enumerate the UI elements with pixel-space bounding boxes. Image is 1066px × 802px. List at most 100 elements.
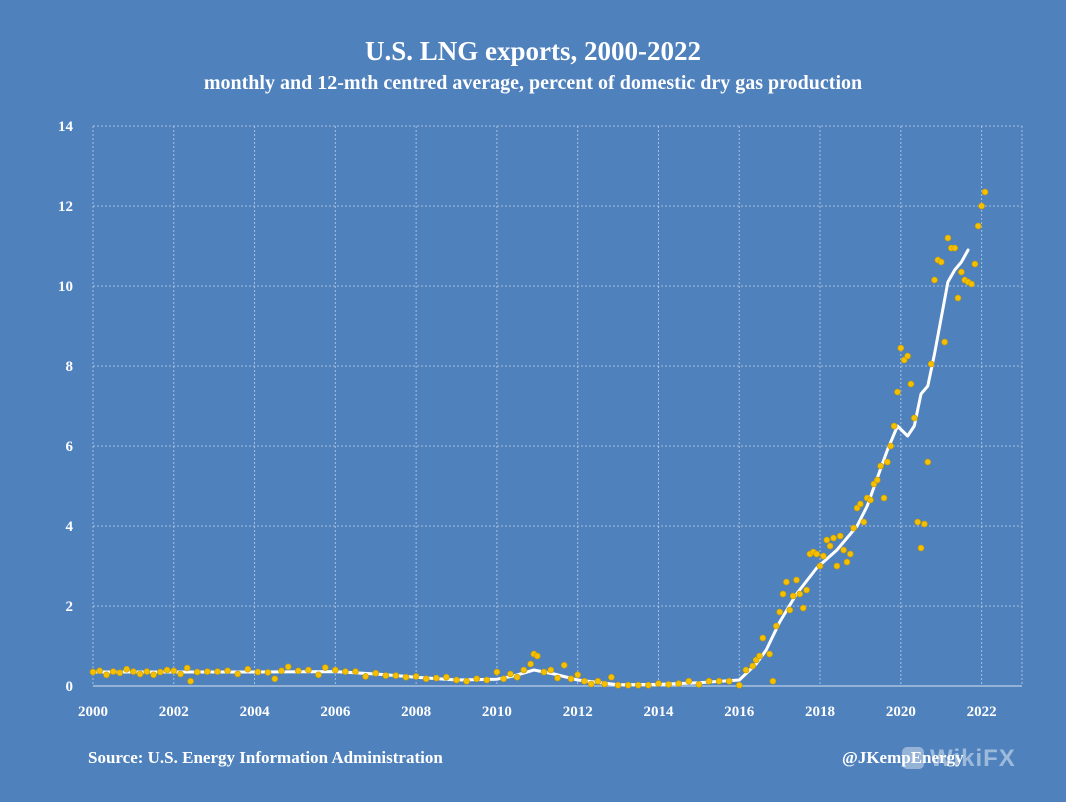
monthly-point [685, 677, 693, 685]
monthly-point [284, 663, 292, 671]
chart-subtitle: monthly and 12-mth centred average, perc… [203, 72, 863, 94]
monthly-point [914, 518, 922, 526]
monthly-point [315, 671, 322, 679]
monthly-point [830, 534, 837, 542]
monthly-point [634, 681, 642, 689]
monthly-point [352, 668, 359, 675]
monthly-point [779, 590, 787, 598]
monthly-point [382, 672, 390, 679]
grid-layer [92, 125, 1023, 686]
monthly-point [362, 673, 369, 680]
x-tick-label: 2004 [240, 704, 271, 720]
monthly-point [796, 590, 804, 598]
watermark-text: WikiFX [930, 745, 1016, 772]
monthly-point [846, 550, 854, 558]
monthly-point [917, 544, 925, 552]
monthly-point [921, 520, 928, 528]
monthly-point [581, 677, 588, 685]
x-tick-label: 2006 [320, 704, 351, 720]
monthly-point [540, 668, 548, 676]
monthly-point [937, 258, 945, 266]
monthly-point [695, 681, 703, 688]
y-tick-label: 10 [58, 279, 73, 295]
monthly-point [803, 586, 810, 594]
y-tick-label: 0 [66, 679, 74, 695]
monthly-point [820, 552, 827, 560]
monthly-point [507, 670, 514, 678]
monthly-point [675, 680, 683, 687]
monthly-point [873, 476, 881, 484]
monthly-point [907, 380, 915, 388]
monthly-point [944, 234, 952, 242]
monthly-point [978, 202, 985, 210]
monthly-point [850, 524, 858, 532]
monthly-point [826, 542, 834, 550]
monthly-point [594, 677, 602, 685]
monthly-point [187, 677, 194, 685]
y-tick-label: 6 [66, 439, 74, 455]
monthly-point [520, 666, 528, 674]
y-tick-label: 4 [66, 519, 74, 535]
monthly-point [130, 668, 137, 675]
monthly-point [116, 669, 124, 677]
x-tick-label: 2002 [159, 704, 189, 720]
monthly-point [170, 667, 178, 675]
monthly-point [412, 673, 420, 680]
monthly-point [645, 681, 652, 689]
monthly-point [432, 674, 440, 682]
monthly-point [931, 276, 938, 284]
chart-title: U.S. LNG exports, 2000-2022 [365, 36, 701, 66]
monthly-point [772, 622, 780, 630]
monthly-point [483, 676, 491, 684]
monthly-point [836, 532, 844, 540]
watermark-badge-icon [902, 747, 924, 769]
monthly-point [103, 671, 110, 679]
monthly-point [789, 592, 797, 600]
x-tick-label: 2016 [724, 704, 755, 720]
monthly-point [725, 677, 733, 685]
monthly-point [910, 414, 918, 422]
monthly-point [749, 662, 757, 670]
monthly-point [305, 666, 312, 674]
monthly-point [547, 666, 555, 674]
monthly-point [234, 670, 241, 678]
monthly-point [665, 681, 672, 688]
monthly-point [560, 661, 568, 669]
monthly-point [244, 665, 252, 673]
monthly-point [799, 604, 807, 612]
monthly-point [254, 668, 262, 676]
monthly-point [742, 666, 750, 674]
monthly-point [776, 608, 784, 616]
monthly-point [783, 578, 790, 586]
monthly-point [927, 360, 935, 368]
monthly-point [278, 667, 285, 675]
monthly-point [463, 677, 470, 685]
monthly-point [816, 562, 824, 570]
monthly-point [183, 664, 191, 672]
monthly-point [422, 675, 430, 683]
monthly-point [655, 680, 662, 687]
monthly-point [941, 338, 948, 346]
x-tick-label: 2008 [401, 704, 431, 720]
x-tick-label: 2010 [482, 704, 512, 720]
monthly-point [887, 442, 895, 450]
monthly-point [372, 669, 380, 677]
monthly-point [163, 666, 171, 674]
monthly-point [951, 244, 959, 252]
monthly-point [954, 294, 962, 302]
monthly-point [500, 675, 507, 683]
monthly-point [224, 667, 231, 675]
monthly-point [194, 668, 201, 676]
monthly-point [759, 634, 767, 642]
monthly-point [958, 268, 965, 276]
x-tick-label: 2018 [805, 704, 835, 720]
monthly-point [493, 668, 501, 676]
monthly-point [143, 668, 151, 675]
monthly-point [857, 500, 864, 508]
monthly-points-layer [89, 188, 989, 689]
monthly-point [204, 668, 211, 675]
x-tick-label: 2020 [886, 704, 916, 720]
monthly-point [843, 558, 851, 566]
x-tick-label: 2000 [78, 704, 108, 720]
